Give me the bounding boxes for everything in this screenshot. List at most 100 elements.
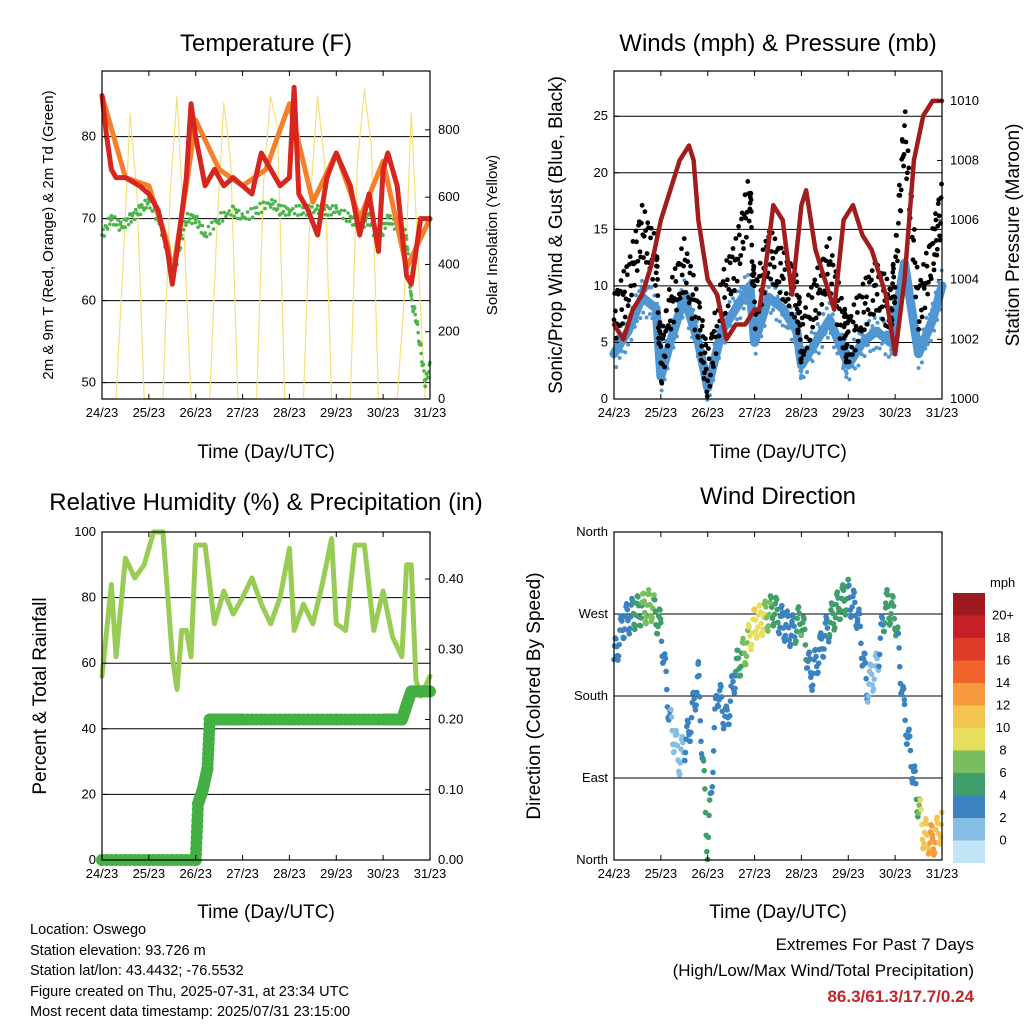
direction-point [748,646,754,653]
gust-point [808,284,814,290]
direction-point [813,653,819,660]
dewpoint-point [405,245,409,249]
elevation-text: Station elevation: 93.726 m [30,942,206,959]
gust-point [722,310,728,316]
wind-point [889,351,894,356]
x-tick-label: 28/23 [273,405,306,420]
dewpoint-point [247,217,252,222]
wind-point [844,371,849,376]
dewpoint-point [132,217,137,222]
dewpoint-point [139,203,144,207]
gust-point [724,258,730,263]
dewpoint-point [225,211,230,216]
wind-point [762,323,767,328]
humidity-x-ticks: 24/23 25/23 26/23 27/23 28/23 29/23 30/23 31/23 [86,532,446,881]
dewpoint-point [193,220,198,225]
gust-point [699,343,705,349]
wind-point [819,325,824,330]
direction-point [654,631,661,637]
temperature-series [99,84,433,400]
direction-point [810,670,817,677]
dewpoint-point [186,220,191,224]
dewpoint-point [263,206,267,211]
gust-point [797,309,803,315]
dewpoint-point [240,212,244,216]
direction-point [857,623,864,630]
gust-point [711,328,717,334]
gust-point [738,253,744,258]
direction-point [901,701,908,708]
dewpoint-point [273,199,277,204]
direction-point [890,603,897,609]
gust-point [725,303,731,309]
direction-point [693,702,699,708]
direction-point [815,660,822,667]
direction-point [896,663,903,670]
dewpoint-point [123,225,128,230]
wind-point [654,301,659,306]
gust-point [729,254,735,260]
wind-point [814,342,819,347]
gust-point [904,176,910,182]
gust-point [654,264,660,269]
wind-point [742,275,747,280]
gust-point [890,281,895,287]
wind-point [661,349,666,354]
temperature-y2-ticks: 0 200 400 600 800 [425,122,460,406]
gust-point [903,139,909,145]
wind-point [782,309,787,314]
wind-point [787,319,792,324]
wind-point [668,348,673,353]
gust-point [712,310,718,316]
legend-label: 14 [996,675,1010,690]
wind-point [824,306,829,311]
gust-point [696,315,702,321]
humidity-panel: Relative Humidity (%) & Precipitation (i… [30,489,483,923]
y-tick-label: North [576,852,608,867]
dewpoint-point [404,233,408,238]
gust-point [837,336,843,341]
direction-point [673,731,680,738]
gust-point [916,326,921,332]
wind-point [664,338,669,343]
direction-point [795,604,802,610]
gust-point [822,291,828,297]
station-info: Location: Oswego Station elevation: 93.7… [30,920,350,1023]
direction-point [933,826,939,833]
y-tick-label: East [582,770,608,785]
direction-point [726,713,733,719]
gust-point [776,279,782,285]
direction-point [645,587,652,593]
gust-point [871,312,876,317]
direction-point [669,727,675,734]
wind-point [844,375,849,380]
wind-point [633,293,638,298]
y-tick-label: 0 [89,852,96,867]
gust-point [906,165,912,171]
direction-point [931,849,938,856]
x-tick-label: 26/23 [179,866,212,881]
dewpoint-point [196,225,200,230]
gust-point [901,151,907,157]
x-tick-label: 29/23 [832,405,865,420]
dewpoint-point [143,198,147,203]
gust-point [782,267,788,273]
latlon-text: Station lat/lon: 43.4432; -76.5532 [30,963,244,979]
wind-point [777,319,782,324]
y2-tick-label: 0.00 [438,852,463,867]
gust-point [645,220,651,226]
dewpoint-point [108,222,112,226]
direction-point [938,821,944,828]
y-tick-label: 50 [82,375,96,390]
gust-point [865,307,871,313]
gust-point [902,109,908,115]
gust-point [933,237,939,243]
dewpoint-point [211,227,216,231]
gust-point [683,280,689,286]
wind-point [740,294,745,299]
wind-point [729,316,734,321]
direction-point [748,641,755,648]
wind-point [689,312,694,317]
wind-point [619,349,624,354]
wind-point [809,330,814,335]
